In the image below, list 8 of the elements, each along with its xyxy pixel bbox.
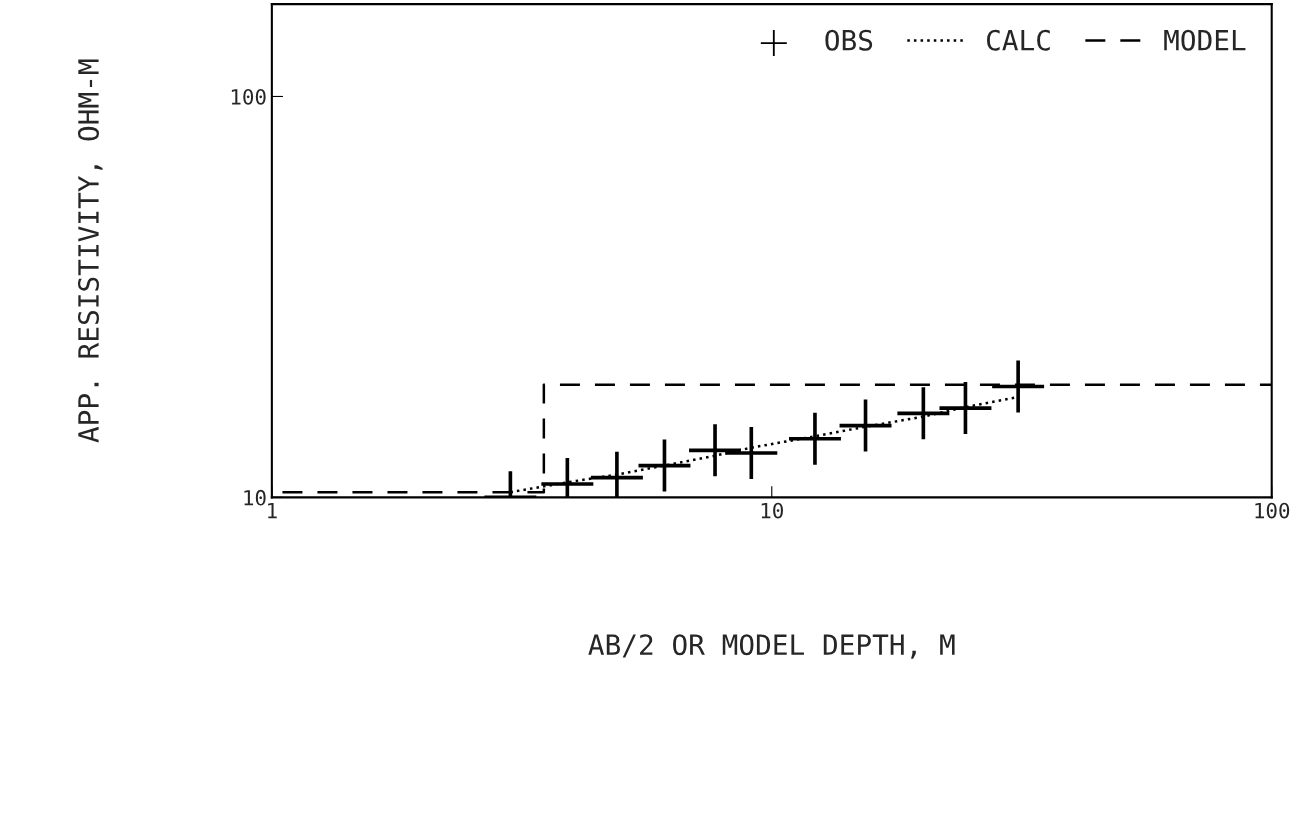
x-tick-label: 1 [268, 502, 277, 519]
legend-label: CALC [986, 29, 1050, 51]
x-tick-label: 10 [761, 502, 783, 519]
legend-label: OBS [825, 29, 873, 51]
x-axis-title: AB/2 OR MODEL DEPTH, M [588, 634, 955, 659]
legend-label: MODEL [1164, 29, 1246, 51]
y-axis-title: APP. RESISTIVITY, OHM-M [77, 59, 103, 443]
x-tick-label: 100 [1255, 502, 1290, 519]
